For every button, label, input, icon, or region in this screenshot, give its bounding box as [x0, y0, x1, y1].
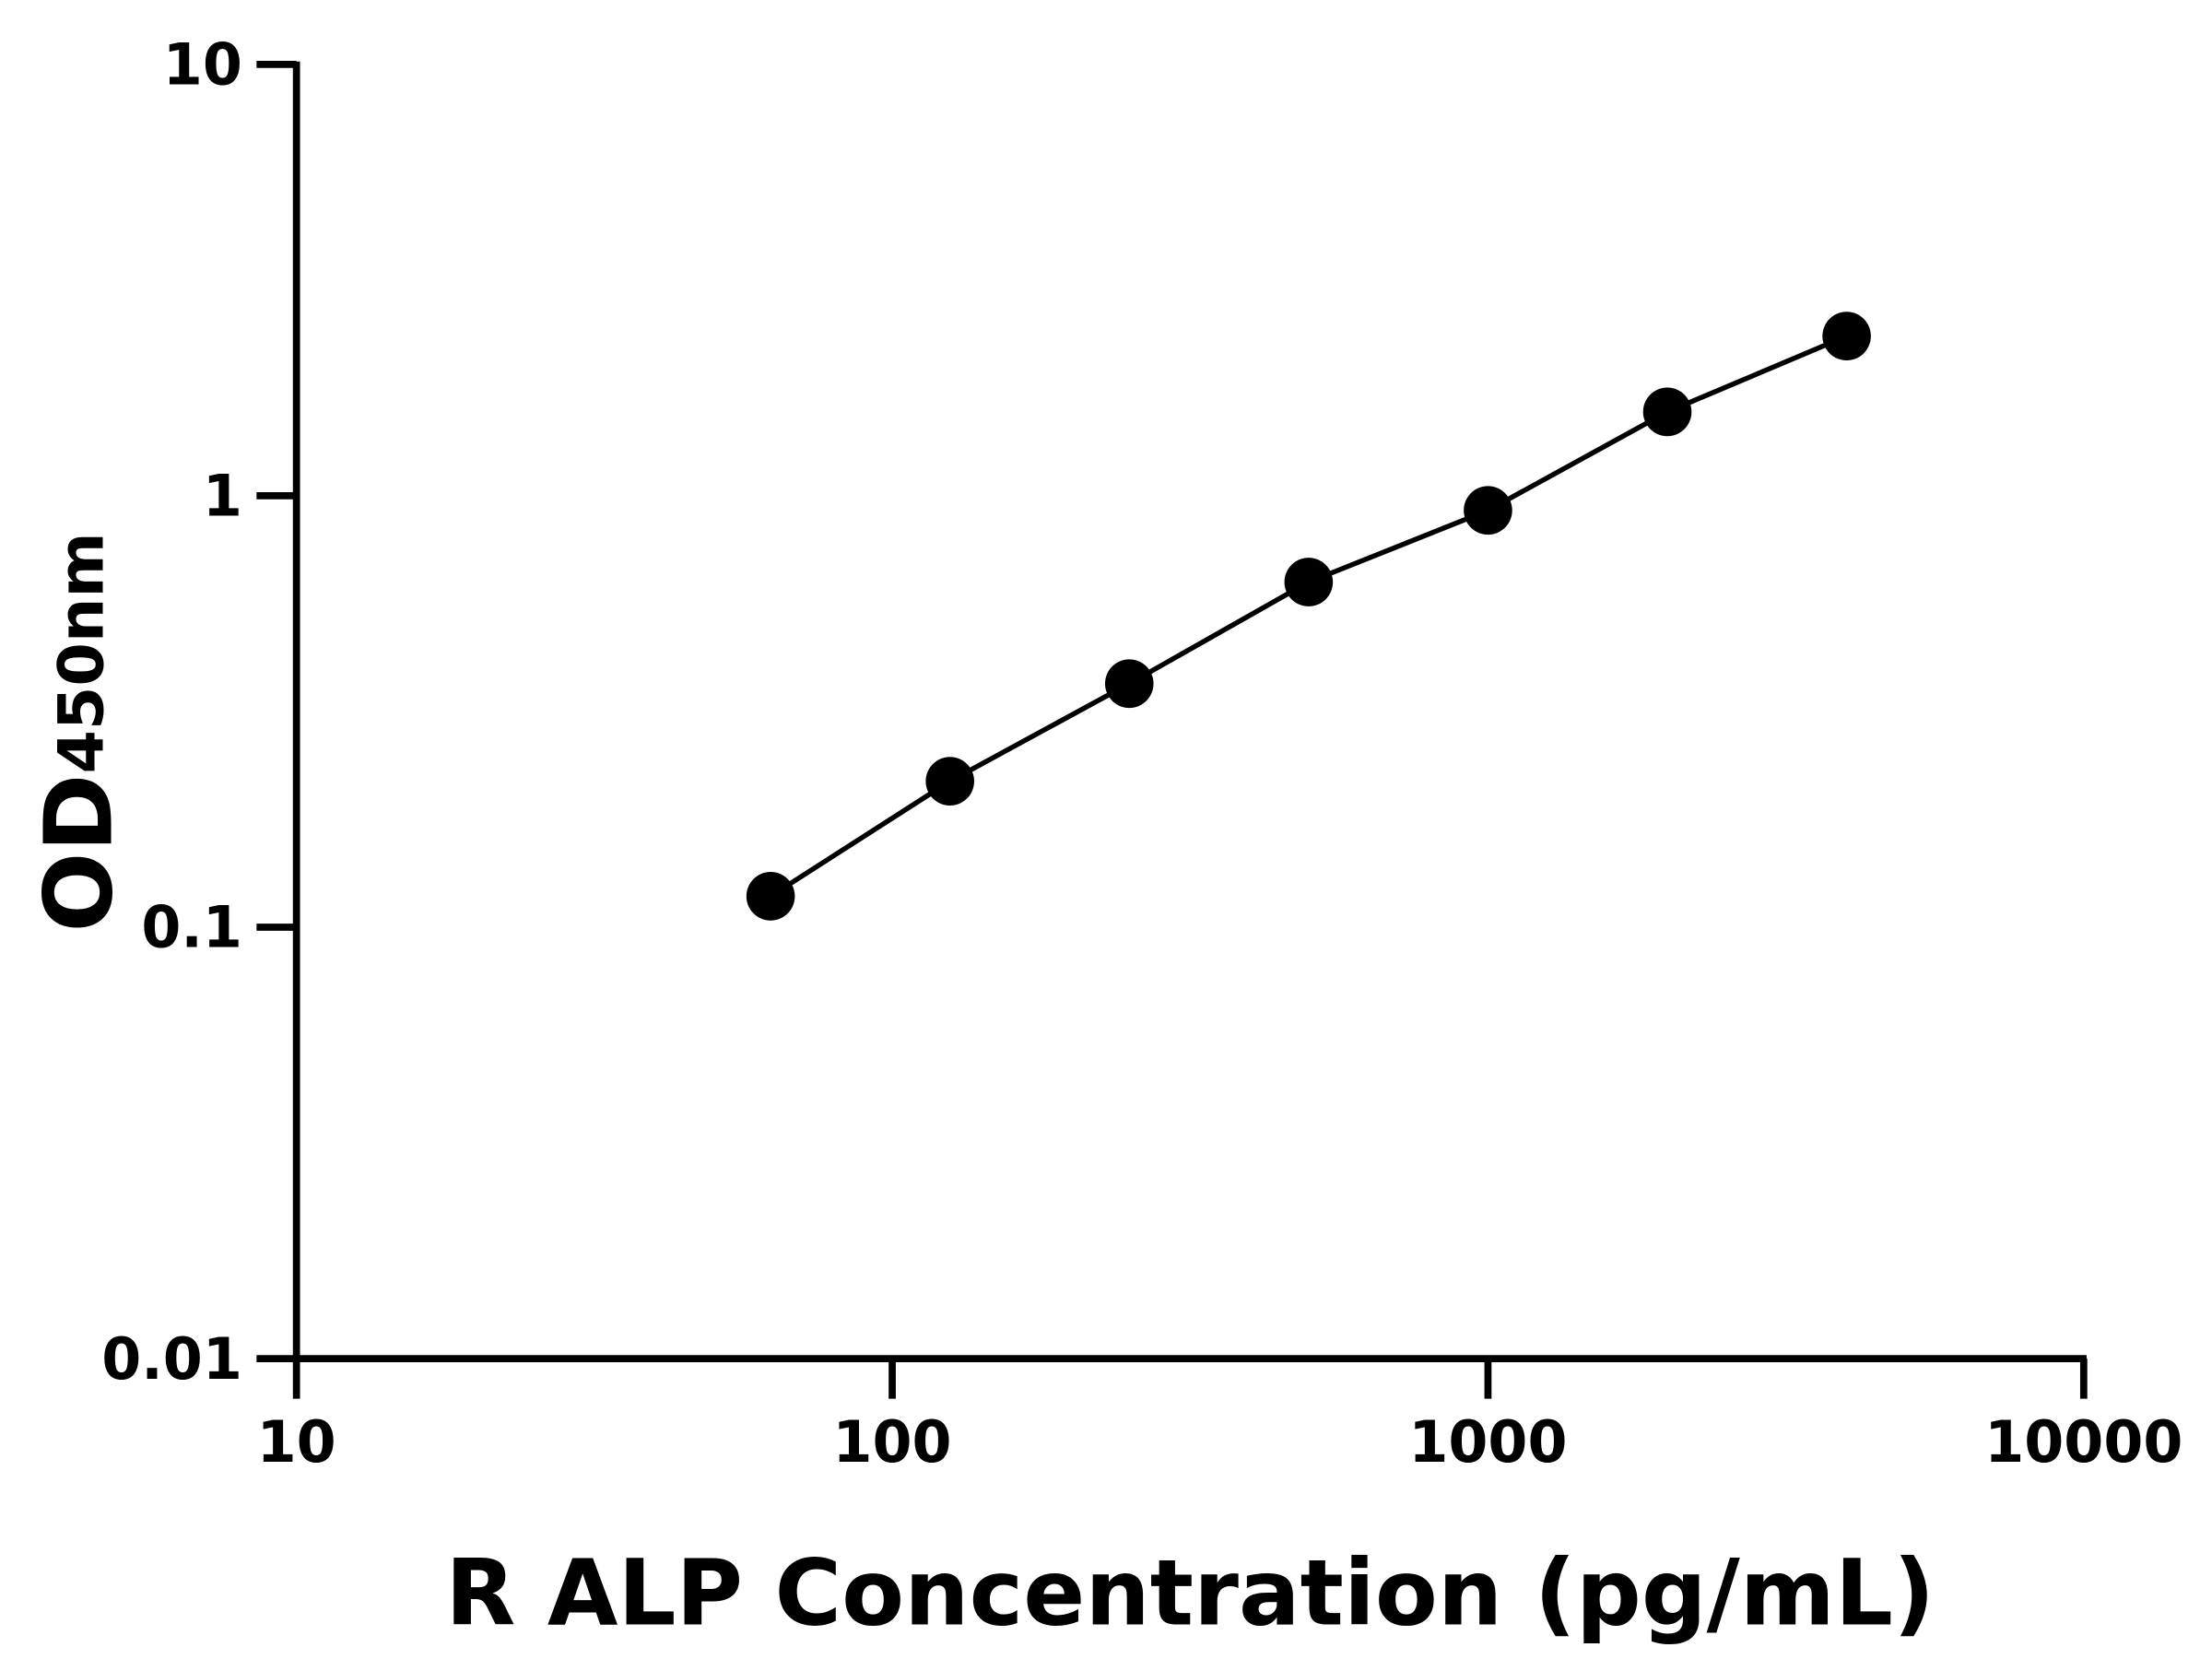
x-tick-label: 1000	[1408, 1408, 1567, 1476]
data-point	[1284, 558, 1334, 606]
data-point	[1464, 486, 1512, 535]
y-tick-label: 0.1	[141, 894, 242, 961]
data-point	[1822, 312, 1871, 361]
series	[746, 312, 1871, 921]
x-tick-label: 10	[257, 1408, 336, 1476]
data-point	[925, 757, 974, 806]
y-axis-label-main: OD	[25, 774, 135, 933]
x-ticks: 10 100 1000 10000	[257, 1359, 2183, 1476]
y-tick-label: 10	[163, 30, 242, 98]
y-tick-label: 1	[203, 463, 242, 530]
data-point	[746, 872, 795, 921]
y-axis-label-sub: 450nm	[45, 532, 118, 773]
x-axis-label: R ALP Concentration (pg/mL)	[445, 1541, 1935, 1647]
data-point	[1642, 387, 1692, 437]
y-axis-label: OD450nm	[25, 532, 135, 932]
axes	[292, 61, 2087, 1363]
y-ticks: 0.01 0.1 1 10	[101, 30, 297, 1393]
x-tick-label: 100	[832, 1408, 951, 1476]
data-point	[1104, 659, 1154, 709]
x-tick-label: 10000	[1984, 1408, 2183, 1476]
y-tick-label: 0.01	[101, 1325, 242, 1393]
